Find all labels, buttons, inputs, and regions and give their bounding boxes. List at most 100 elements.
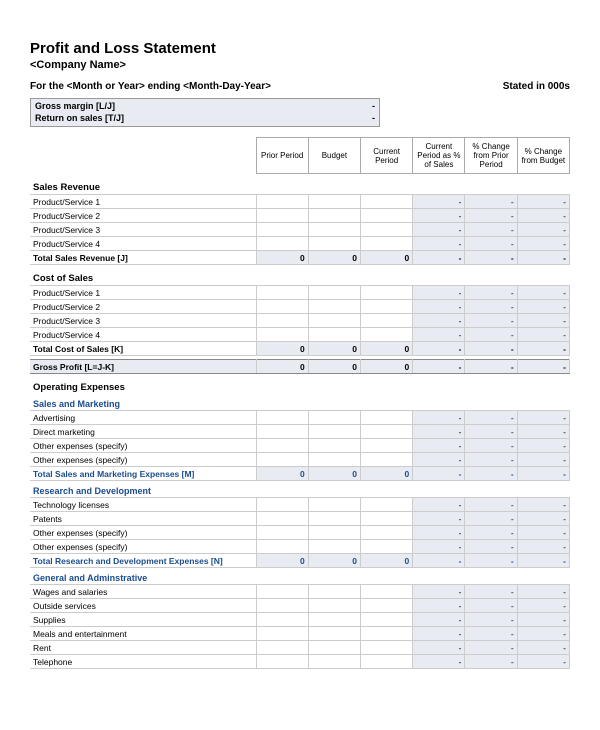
cell xyxy=(256,314,308,328)
pl-table: Prior Period Budget Current Period Curre… xyxy=(30,137,570,669)
cell xyxy=(256,613,308,627)
cell: 0 xyxy=(308,360,360,374)
row-label: Total Sales Revenue [J] xyxy=(30,251,256,265)
summary-value: - xyxy=(345,113,375,125)
cell: - xyxy=(465,641,517,655)
cell: - xyxy=(413,360,465,374)
section-heading: Research and Development xyxy=(30,481,570,498)
row-label: Other expenses (specify) xyxy=(30,439,256,453)
cell: - xyxy=(517,585,569,599)
cell: - xyxy=(465,498,517,512)
cell: - xyxy=(517,512,569,526)
cell: 0 xyxy=(256,251,308,265)
heading-text: Cost of Sales xyxy=(30,265,570,286)
row-label: Product/Service 2 xyxy=(30,209,256,223)
cell: 0 xyxy=(308,342,360,356)
total-row: Total Research and Development Expenses … xyxy=(30,554,570,568)
cell: - xyxy=(413,314,465,328)
row-label: Product/Service 1 xyxy=(30,286,256,300)
row-label: Total Research and Development Expenses … xyxy=(30,554,256,568)
cell xyxy=(361,237,413,251)
section-heading: General and Adminstrative xyxy=(30,568,570,585)
cell: - xyxy=(465,328,517,342)
heading-text: General and Adminstrative xyxy=(30,568,570,585)
cell: - xyxy=(465,251,517,265)
cell xyxy=(308,411,360,425)
section-heading: Sales Revenue xyxy=(30,174,570,195)
row-label: Telephone xyxy=(30,655,256,669)
cell: - xyxy=(517,328,569,342)
cell: - xyxy=(517,425,569,439)
cell: - xyxy=(465,237,517,251)
page-title: Profit and Loss Statement xyxy=(30,40,570,57)
cell: - xyxy=(517,554,569,568)
cell: 0 xyxy=(256,554,308,568)
cell: - xyxy=(413,512,465,526)
cell xyxy=(256,300,308,314)
cell: - xyxy=(517,237,569,251)
header-row: Prior Period Budget Current Period Curre… xyxy=(30,138,570,174)
cell: - xyxy=(517,223,569,237)
cell: 0 xyxy=(256,360,308,374)
cell: - xyxy=(465,342,517,356)
company-name: <Company Name> xyxy=(30,59,570,71)
cell xyxy=(361,425,413,439)
cell xyxy=(256,655,308,669)
cell xyxy=(308,526,360,540)
row-label: Product/Service 3 xyxy=(30,223,256,237)
cell xyxy=(308,498,360,512)
table-row: Product/Service 4--- xyxy=(30,328,570,342)
row-label: Other expenses (specify) xyxy=(30,453,256,467)
table-row: Product/Service 3--- xyxy=(30,314,570,328)
cell xyxy=(361,526,413,540)
cell: - xyxy=(465,540,517,554)
cell: - xyxy=(517,411,569,425)
cell: - xyxy=(517,599,569,613)
table-row: Advertising--- xyxy=(30,411,570,425)
cell: - xyxy=(465,314,517,328)
cell: - xyxy=(465,439,517,453)
row-label: Wages and salaries xyxy=(30,585,256,599)
cell: - xyxy=(465,453,517,467)
cell: - xyxy=(413,655,465,669)
cell: 0 xyxy=(361,554,413,568)
cell xyxy=(361,195,413,209)
cell xyxy=(308,314,360,328)
cell: - xyxy=(413,585,465,599)
cell: - xyxy=(465,411,517,425)
cell: - xyxy=(517,641,569,655)
table-row: Wages and salaries--- xyxy=(30,585,570,599)
table-row: Technology licenses--- xyxy=(30,498,570,512)
cell: 0 xyxy=(361,467,413,481)
cell: - xyxy=(465,526,517,540)
cell: 0 xyxy=(256,467,308,481)
cell: - xyxy=(413,328,465,342)
col-header: Current Period as % of Sales xyxy=(413,138,465,174)
cell xyxy=(256,425,308,439)
cell xyxy=(361,498,413,512)
cell: - xyxy=(517,209,569,223)
cell xyxy=(256,328,308,342)
stated-in: Stated in 000s xyxy=(503,81,570,92)
cell: 0 xyxy=(361,251,413,265)
cell: - xyxy=(413,195,465,209)
table-row: Other expenses (specify)--- xyxy=(30,453,570,467)
cell xyxy=(308,425,360,439)
cell xyxy=(361,300,413,314)
table-row: Product/Service 1--- xyxy=(30,195,570,209)
cell xyxy=(308,641,360,655)
cell: - xyxy=(517,300,569,314)
cell xyxy=(361,512,413,526)
cell: - xyxy=(465,554,517,568)
cell xyxy=(308,209,360,223)
row-label: Outside services xyxy=(30,599,256,613)
cell xyxy=(361,209,413,223)
col-header: Current Period xyxy=(361,138,413,174)
cell xyxy=(256,223,308,237)
cell xyxy=(308,585,360,599)
cell: - xyxy=(517,498,569,512)
cell xyxy=(361,411,413,425)
cell: - xyxy=(465,627,517,641)
cell xyxy=(256,627,308,641)
row-label: Product/Service 1 xyxy=(30,195,256,209)
